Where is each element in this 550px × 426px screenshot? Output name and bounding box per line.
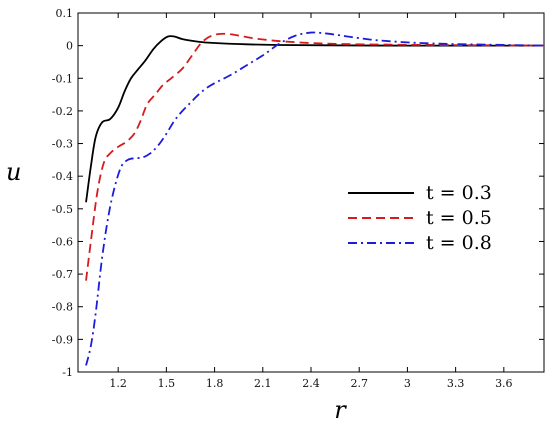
y-tick-label: 0.1 (56, 7, 74, 20)
x-axis-ticks: 1.2 1.5 1.8 2.1 2.4 2.7 3 3.3 3.6 (109, 13, 513, 390)
y-tick-label: 0 (66, 40, 73, 53)
x-tick-label: 3.3 (447, 377, 465, 390)
y-tick-label: -0.4 (52, 170, 73, 183)
x-tick-label: 3.6 (495, 377, 513, 390)
y-axis-title: u (6, 158, 21, 186)
y-tick-label: -1 (62, 366, 73, 379)
x-tick-label: 3 (404, 377, 411, 390)
y-tick-label: -0.8 (52, 301, 73, 314)
legend-label-t-0.5: t = 0.5 (426, 207, 492, 229)
legend-label-t-0.3: t = 0.3 (426, 182, 492, 204)
x-tick-label: 2.7 (350, 377, 368, 390)
x-tick-label: 1.8 (206, 377, 224, 390)
y-tick-label: -0.2 (52, 105, 73, 118)
y-tick-label: -0.6 (52, 235, 73, 248)
y-tick-label: -0.1 (52, 72, 73, 85)
series-line-t-0.5 (85, 32, 545, 281)
y-tick-label: -0.9 (52, 333, 73, 346)
x-tick-label: 1.2 (109, 377, 127, 390)
series-line-t-0.3 (85, 35, 544, 203)
legend: t = 0.3 t = 0.5 t = 0.8 (348, 182, 492, 254)
y-tick-label: -0.7 (52, 268, 73, 281)
y-tick-label: -0.3 (52, 138, 73, 151)
series-line-t-0.8 (85, 31, 545, 366)
y-axis-ticks: 0.1 0 -0.1 -0.2 -0.3 -0.4 -0.5 -0.6 -0.7 -0.8 -0.9… (52, 7, 544, 379)
x-tick-label: 2.4 (302, 377, 320, 390)
legend-label-t-0.8: t = 0.8 (426, 232, 492, 254)
x-axis-title: r (334, 396, 347, 424)
x-tick-label: 2.1 (254, 377, 272, 390)
x-tick-label: 1.5 (158, 377, 176, 390)
y-tick-label: -0.5 (52, 203, 73, 216)
series-layer (85, 31, 545, 366)
